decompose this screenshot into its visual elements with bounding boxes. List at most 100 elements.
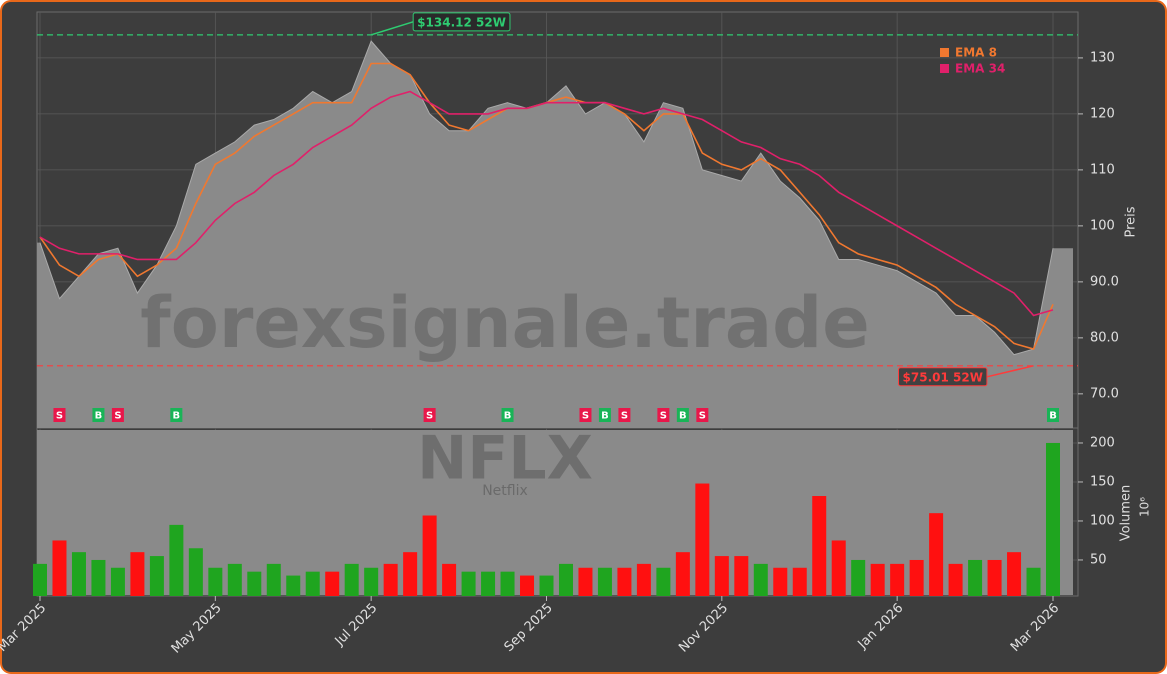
signal-box <box>598 408 611 422</box>
volume-bar <box>500 571 515 596</box>
volume-bar <box>71 552 86 596</box>
signal-label: S <box>114 411 121 422</box>
signal-label: B <box>95 411 103 422</box>
y-tick-label: 120 <box>1090 106 1115 121</box>
volume-bar <box>461 571 476 596</box>
signal-box <box>618 408 631 422</box>
volume-bar <box>364 567 379 596</box>
volume-bar <box>305 571 320 596</box>
signal-box <box>657 408 670 422</box>
legend-label: EMA 34 <box>955 62 1005 76</box>
volume-bar <box>734 556 749 596</box>
signal-box <box>501 408 514 422</box>
volume-bar <box>286 575 301 596</box>
volume-bar <box>266 563 281 596</box>
volume-bar <box>675 552 690 596</box>
level-label: $75.01 52W <box>903 370 983 384</box>
signal-label: S <box>660 411 667 422</box>
ema-line <box>39 90 1054 317</box>
company: Netflix <box>482 483 528 499</box>
volume-unit: 10⁶ <box>1138 497 1152 517</box>
volume-bar <box>325 571 340 596</box>
signal-box <box>111 408 124 422</box>
watermark: forexsignale.trade <box>140 282 869 364</box>
price-area <box>37 41 1073 428</box>
y-tick-label: 50 <box>1090 552 1107 567</box>
volume-bar <box>52 540 67 596</box>
signal-label: B <box>504 411 512 422</box>
y-tick-label: 70.0 <box>1090 386 1119 401</box>
volume-bar <box>344 563 359 596</box>
volume-bar <box>792 567 807 596</box>
signal-label: B <box>679 411 687 422</box>
y-tick-label: 100 <box>1090 513 1115 528</box>
signal-box <box>53 408 66 422</box>
level-label: $134.12 52W <box>417 15 506 29</box>
y-tick-label: 90.0 <box>1090 274 1119 289</box>
signal-label: S <box>621 411 628 422</box>
volume-bar <box>481 571 496 596</box>
y-tick-label: 110 <box>1090 162 1115 177</box>
signal-box <box>92 408 105 422</box>
volume-bar <box>578 567 593 596</box>
volume-bar <box>851 559 866 596</box>
y-tick-label: 200 <box>1090 435 1115 450</box>
volume-bar <box>169 524 184 596</box>
volume-bar <box>597 567 612 596</box>
y-tick-label: 150 <box>1090 474 1115 489</box>
volume-bar <box>91 559 106 596</box>
volume-bar <box>987 559 1002 596</box>
volume-bar <box>208 567 223 596</box>
signal-label: S <box>426 411 433 422</box>
volume-bar <box>558 563 573 596</box>
signal-label: B <box>1049 411 1057 422</box>
volume-bar <box>890 563 905 596</box>
volume-bar <box>130 552 145 596</box>
volume-bar <box>929 513 944 596</box>
legend-swatch <box>940 48 949 57</box>
volume-bar <box>188 548 203 596</box>
legend-label: EMA 8 <box>955 46 997 60</box>
volume-bar <box>695 483 710 596</box>
y-tick-label: 100 <box>1090 218 1115 233</box>
volume-bar <box>247 571 262 596</box>
volume-bar <box>383 563 398 596</box>
signal-box <box>170 408 183 422</box>
ticker: NFLX <box>417 424 593 494</box>
volume-bar <box>1046 442 1060 596</box>
level-arrow <box>986 365 1034 378</box>
volume-bar <box>656 567 671 596</box>
volume-bar <box>33 563 47 596</box>
signal-box <box>579 408 592 422</box>
volume-bar <box>968 559 983 596</box>
signal-label: S <box>582 411 589 422</box>
volume-bar <box>403 552 418 596</box>
volume-bar <box>539 575 554 596</box>
volume-bar <box>753 563 768 596</box>
signal-label: S <box>56 411 63 422</box>
signal-label: S <box>699 411 706 422</box>
volume-bar <box>110 567 125 596</box>
volume-bar <box>714 556 729 596</box>
y-tick-label: 80.0 <box>1090 330 1119 345</box>
volume-bar <box>773 567 788 596</box>
signal-label: B <box>173 411 181 422</box>
volume-bar <box>812 496 827 596</box>
volume-bar <box>1026 567 1041 596</box>
volume-bar <box>831 540 846 596</box>
volume-axis-label: Volumen <box>1119 485 1134 542</box>
signal-label: B <box>601 411 609 422</box>
y-tick-label: 130 <box>1090 50 1115 65</box>
volume-bar <box>870 563 885 596</box>
signal-box <box>676 408 689 422</box>
volume-bar <box>948 563 963 596</box>
volume-bar <box>909 559 924 596</box>
volume-bar <box>442 563 457 596</box>
level-arrow <box>370 21 414 36</box>
volume-bar <box>1007 552 1022 596</box>
volume-bar <box>227 563 242 596</box>
signal-box <box>696 408 709 422</box>
signal-box <box>423 408 436 422</box>
